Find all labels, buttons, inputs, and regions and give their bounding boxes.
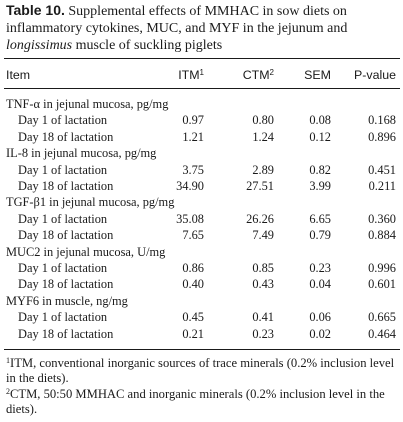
row-value-itm: 3.75 bbox=[182, 162, 204, 177]
col-header-sem: SEM bbox=[304, 68, 331, 82]
row-label: Day 18 of lactation bbox=[18, 228, 114, 243]
row-value-sem: 0.79 bbox=[309, 228, 331, 243]
row-label: Day 1 of lactation bbox=[18, 211, 108, 226]
row-value-p: 0.464 bbox=[368, 326, 396, 341]
footnote-ref-1: 1 bbox=[199, 68, 204, 77]
row-value-sem: 0.04 bbox=[309, 277, 331, 292]
top-rule bbox=[4, 58, 400, 60]
row-value-p: 0.451 bbox=[368, 162, 396, 177]
row-value-p: 0.211 bbox=[368, 179, 396, 193]
row-value-itm: 0.21 bbox=[182, 326, 204, 341]
row-value-itm: 0.97 bbox=[182, 113, 204, 128]
row-value-ctm: 2.89 bbox=[252, 162, 274, 177]
row-value-sem: 0.02 bbox=[309, 326, 331, 341]
row-value-ctm: 0.85 bbox=[252, 261, 274, 275]
row-value-sem: 0.08 bbox=[309, 113, 331, 128]
row-label: Day 18 of lactation bbox=[18, 179, 114, 193]
group-title: TGF-β1 in jejunal mucosa, pg/mg bbox=[6, 195, 175, 210]
row-value-ctm: 1.24 bbox=[252, 129, 274, 144]
row-value-sem: 6.65 bbox=[309, 211, 331, 226]
row-value-itm: 34.90 bbox=[176, 179, 204, 193]
col-header-ctm: CTM2 bbox=[242, 68, 274, 82]
header-rule bbox=[4, 88, 400, 89]
caption-text-end: muscle of suckling piglets bbox=[72, 38, 223, 54]
row-value-itm: 0.86 bbox=[182, 261, 204, 275]
row-label: Day 1 of lactation bbox=[18, 113, 108, 128]
table-caption: Table 10. Supplemental effects of MMHAC … bbox=[6, 2, 398, 55]
row-value-sem: 0.12 bbox=[309, 129, 331, 144]
caption-italic-word: longissimus bbox=[6, 38, 73, 54]
row-value-ctm: 0.43 bbox=[252, 277, 274, 292]
row-value-itm: 0.45 bbox=[182, 310, 204, 325]
row-label: Day 1 of lactation bbox=[18, 162, 108, 177]
row-label: Day 1 of lactation bbox=[18, 310, 108, 325]
row-value-itm: 0.40 bbox=[182, 277, 204, 292]
row-value-ctm: 26.26 bbox=[246, 211, 274, 226]
col-header-p-value: P-value bbox=[353, 68, 396, 82]
group-title: TNF-α in jejunal mucosa, pg/mg bbox=[6, 97, 169, 111]
row-value-sem: 0.23 bbox=[309, 261, 331, 275]
row-value-sem: 0.82 bbox=[309, 162, 331, 177]
row-value-itm: 35.08 bbox=[176, 211, 204, 226]
row-value-sem: 3.99 bbox=[309, 179, 331, 193]
group-title: MYF6 in muscle, ng/mg bbox=[6, 293, 128, 308]
row-value-p: 0.896 bbox=[368, 129, 396, 144]
row-value-itm: 7.65 bbox=[182, 228, 204, 243]
row-label: Day 18 of lactation bbox=[18, 129, 114, 144]
row-value-p: 0.665 bbox=[368, 310, 396, 325]
row-value-p: 0.601 bbox=[368, 277, 396, 292]
row-value-p: 0.360 bbox=[368, 211, 396, 226]
col-header-itm: ITM1 bbox=[178, 68, 204, 82]
row-label: Day 18 of lactation bbox=[18, 326, 114, 341]
row-value-p: 0.996 bbox=[368, 261, 396, 275]
row-value-sem: 0.06 bbox=[309, 310, 331, 325]
row-label: Day 18 of lactation bbox=[18, 277, 114, 292]
bottom-rule bbox=[4, 349, 400, 351]
group-title: MUC2 in jejunal mucosa, U/mg bbox=[6, 244, 166, 259]
row-value-p: 0.168 bbox=[368, 113, 396, 128]
row-value-ctm: 0.23 bbox=[252, 326, 274, 341]
footnote-ref-2: 2 bbox=[269, 68, 274, 77]
col-header-item: Item bbox=[6, 68, 31, 82]
group-title: IL-8 in jejunal mucosa, pg/mg bbox=[6, 146, 157, 161]
caption-text: Supplemental effects of MMHAC in sow die… bbox=[6, 4, 348, 37]
table-label: Table 10. bbox=[6, 2, 65, 18]
footnote-1: 1ITM, conventional inorganic sources of … bbox=[6, 356, 395, 386]
row-value-p: 0.884 bbox=[368, 228, 396, 243]
row-value-itm: 1.21 bbox=[182, 129, 204, 144]
row-label: Day 1 of lactation bbox=[18, 261, 108, 275]
row-value-ctm: 27.51 bbox=[246, 179, 274, 193]
row-value-ctm: 0.41 bbox=[252, 310, 274, 325]
row-value-ctm: 7.49 bbox=[252, 228, 274, 243]
footnote-2: 2CTM, 50:50 MMHAC and inorganic minerals… bbox=[6, 387, 385, 417]
row-value-ctm: 0.80 bbox=[252, 113, 274, 128]
